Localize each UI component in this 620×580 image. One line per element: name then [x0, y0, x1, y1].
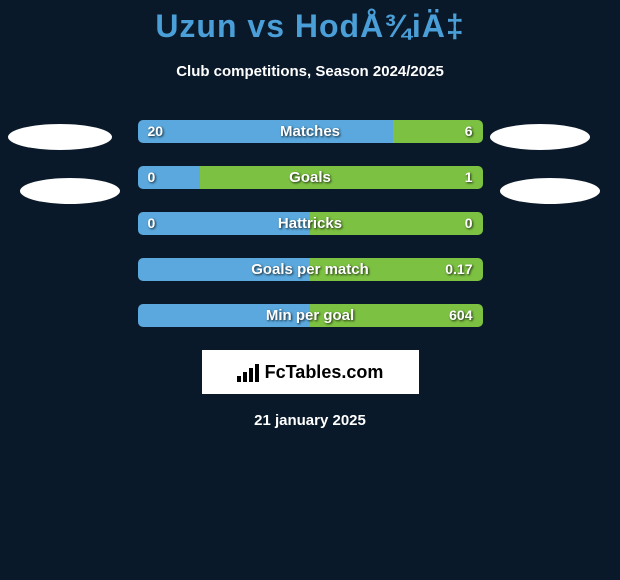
date-text: 21 january 2025: [0, 412, 620, 429]
stat-label: Matches: [138, 120, 483, 143]
page-title: Uzun vs HodÅ¾iÄ‡: [0, 0, 620, 45]
logo-text: FcTables.com: [237, 362, 384, 383]
logo-badge: FcTables.com: [202, 350, 419, 394]
decorative-ellipse: [490, 124, 590, 150]
stat-value-right: 1: [465, 166, 473, 189]
stat-value-right: 0: [465, 212, 473, 235]
stat-value-right: 604: [449, 304, 472, 327]
decorative-ellipse: [20, 178, 120, 204]
decorative-ellipse: [8, 124, 112, 150]
stat-value-right: 0.17: [445, 258, 472, 281]
stat-label: Goals per match: [138, 258, 483, 281]
stat-value-right: 6: [465, 120, 473, 143]
stat-row: Goals per match0.17: [138, 258, 483, 281]
stat-value-left: 0: [148, 166, 156, 189]
subtitle: Club competitions, Season 2024/2025: [0, 63, 620, 80]
stat-row: Goals0 1: [138, 166, 483, 189]
stat-row: Matches20 6: [138, 120, 483, 143]
stat-label: Min per goal: [138, 304, 483, 327]
stats-container: Matches206Goals01Hattricks00Goals per ma…: [0, 120, 620, 327]
decorative-ellipse: [500, 178, 600, 204]
stat-label: Hattricks: [138, 212, 483, 235]
stat-value-left: 20: [148, 120, 164, 143]
stat-label: Goals: [138, 166, 483, 189]
bar-chart-icon: [237, 362, 259, 382]
stat-row: Min per goal604: [138, 304, 483, 327]
logo-label: FcTables.com: [265, 362, 384, 383]
stat-value-left: 0: [148, 212, 156, 235]
stat-row: Hattricks0 0: [138, 212, 483, 235]
